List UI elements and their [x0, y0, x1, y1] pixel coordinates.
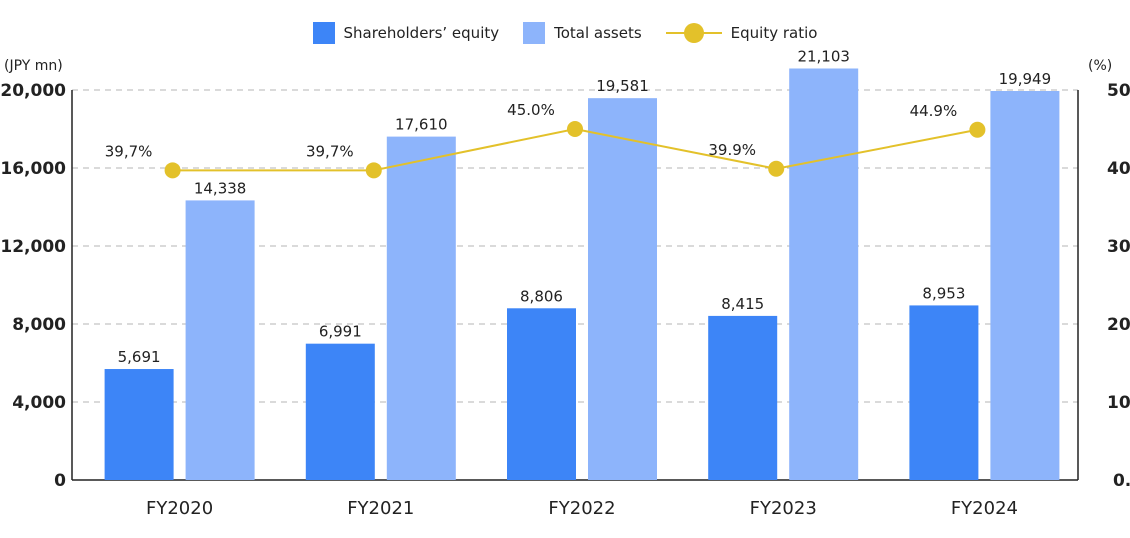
data-label-equity: 8,953 [922, 284, 965, 302]
data-label-assets: 21,103 [797, 47, 850, 65]
bar-equity [104, 369, 174, 480]
bar-assets [789, 68, 859, 480]
legend-swatch-assets [523, 22, 546, 44]
equity-ratio-point [969, 121, 986, 138]
equity-ratio-point [768, 160, 785, 177]
left-tick-label: 20,000 [0, 81, 66, 101]
right-tick-label: 40.0 [1107, 159, 1130, 179]
bar-assets [990, 90, 1060, 480]
bar-assets [588, 98, 657, 480]
data-label-assets: 17,610 [395, 116, 448, 134]
x-tick-label: FY2022 [548, 498, 615, 519]
equity-ratio-point [164, 162, 181, 179]
bar-assets [386, 136, 456, 481]
bar-equity [708, 315, 778, 480]
data-label-equity-ratio: 44.9% [910, 102, 958, 120]
data-label-assets: 14,338 [194, 179, 247, 197]
legend-item-equity: Shareholders’ equity [312, 22, 500, 44]
data-label-equity-ratio: 39,7% [105, 142, 153, 160]
data-label-equity-ratio: 45.0% [507, 101, 555, 119]
equity-ratio-point [365, 162, 382, 179]
x-tick-label: FY2024 [951, 498, 1018, 519]
data-label-equity: 5,691 [118, 348, 161, 366]
data-label-assets: 19,949 [999, 70, 1052, 88]
left-tick-label: 4,000 [12, 393, 66, 413]
data-label-equity: 6,991 [319, 323, 362, 341]
left-tick-label: 8,000 [12, 315, 66, 335]
legend-item-assets: Total assets [523, 22, 642, 44]
equity-ratio-point [567, 121, 583, 137]
data-label-equity-ratio: 39,7% [306, 142, 354, 160]
right-tick-label: 20.0 [1107, 315, 1130, 335]
data-label-equity: 8,806 [520, 287, 563, 305]
data-label-assets: 19,581 [596, 77, 649, 95]
right-axis-unit: (%) [1088, 58, 1113, 74]
legend-label-ratio: Equity ratio [730, 24, 818, 42]
bar-equity [909, 305, 979, 480]
legend-label-assets: Total assets [554, 24, 642, 42]
right-tick-label: 10.0 [1107, 393, 1130, 413]
x-tick-label: FY2020 [146, 498, 213, 519]
right-tick-label: 30.0 [1107, 237, 1130, 257]
legend-swatch-equity [312, 22, 335, 44]
left-tick-label: 16,000 [0, 159, 66, 179]
right-tick-label: 50.0 [1107, 81, 1130, 101]
left-axis-unit: (JPY mn) [4, 58, 63, 74]
left-tick-label: 12,000 [0, 237, 66, 257]
x-tick-label: FY2021 [347, 498, 414, 519]
legend: Shareholders’ equity Total assets Equity… [0, 22, 1130, 44]
legend-item-ratio: Equity ratio [665, 22, 818, 44]
right-tick-label: 0.0 [1113, 471, 1130, 491]
bar-assets [185, 200, 255, 480]
bar-equity [507, 308, 576, 480]
legend-swatch-ratio [665, 22, 722, 44]
data-label-equity: 8,415 [721, 295, 764, 313]
bar-equity [305, 343, 375, 480]
x-tick-label: FY2023 [750, 498, 817, 519]
left-tick-label: 0 [54, 471, 66, 491]
data-label-equity-ratio: 39.9% [708, 141, 756, 159]
legend-label-equity: Shareholders’ equity [343, 24, 500, 42]
